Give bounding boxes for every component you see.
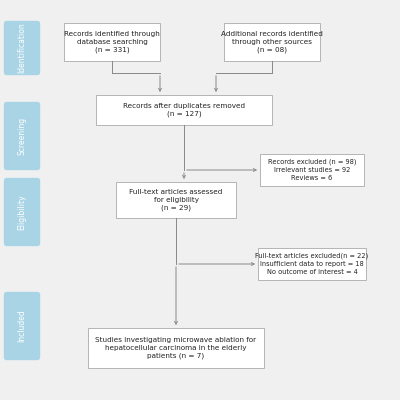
Text: Studies investigating microwave ablation for
hepatocellular carcinoma in the eld: Studies investigating microwave ablation… <box>96 337 256 359</box>
Text: Screening: Screening <box>18 117 26 155</box>
FancyBboxPatch shape <box>4 102 40 170</box>
FancyBboxPatch shape <box>116 182 236 218</box>
FancyBboxPatch shape <box>88 328 264 368</box>
FancyBboxPatch shape <box>4 292 40 360</box>
Text: Full-text articles assessed
for eligibility
(n = 29): Full-text articles assessed for eligibil… <box>129 189 223 211</box>
FancyBboxPatch shape <box>260 154 364 186</box>
Text: Identification: Identification <box>18 23 26 73</box>
Text: Full-text articles excluded(n = 22)
Insufficient data to report = 18
No outcome : Full-text articles excluded(n = 22) Insu… <box>255 253 369 275</box>
Text: Included: Included <box>18 310 26 342</box>
Text: Records after duplicates removed
(n = 127): Records after duplicates removed (n = 12… <box>123 103 245 117</box>
Text: Records excluded (n = 98)
Irrelevant studies = 92
Reviews = 6: Records excluded (n = 98) Irrelevant stu… <box>268 159 356 181</box>
Text: Records identified through
database searching
(n = 331): Records identified through database sear… <box>64 31 160 53</box>
FancyBboxPatch shape <box>4 21 40 75</box>
FancyBboxPatch shape <box>96 95 272 125</box>
FancyBboxPatch shape <box>64 23 160 61</box>
Text: Additional records identified
through other sources
(n = 08): Additional records identified through ot… <box>221 31 323 53</box>
FancyBboxPatch shape <box>224 23 320 61</box>
FancyBboxPatch shape <box>258 248 366 280</box>
FancyBboxPatch shape <box>4 178 40 246</box>
Text: Eligibility: Eligibility <box>18 194 26 230</box>
